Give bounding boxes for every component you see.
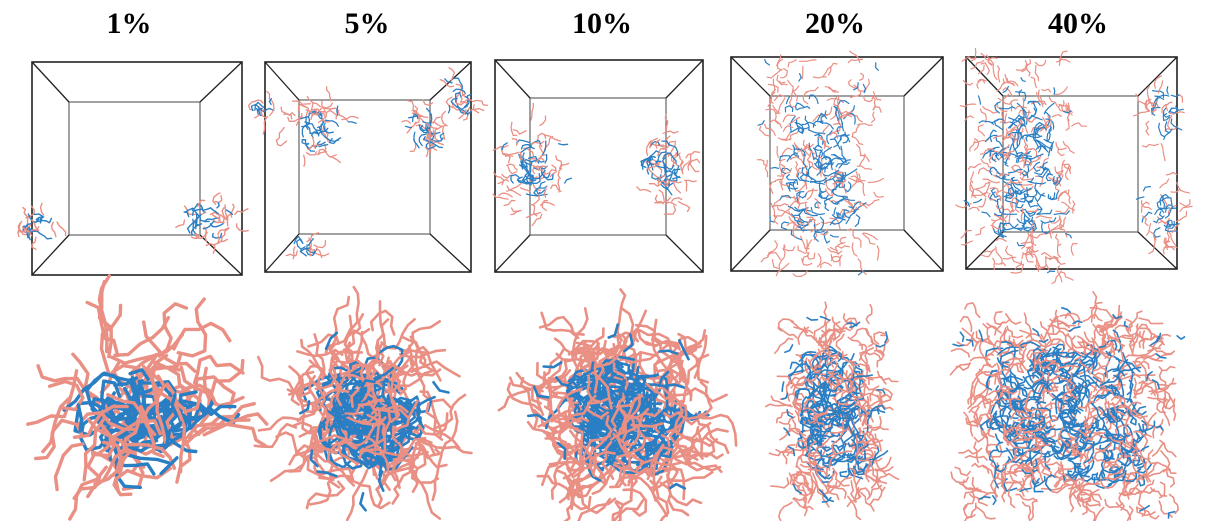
simulation-box-5 (965, 56, 1178, 270)
simulation-box-4 (730, 56, 944, 272)
aggregate-40pct-edge-bottom (1135, 171, 1193, 255)
panel-label-1-percent: 1% (106, 7, 152, 40)
panel-label-10-percent: 10% (572, 7, 632, 40)
aggregate-10pct-right (636, 113, 701, 216)
aggregate-5pct-left-edge (247, 90, 275, 135)
aggregate-5pct-edge (439, 67, 489, 121)
simulation-box-2 (264, 61, 472, 273)
closeup-1pct (26, 274, 269, 521)
panel-label-5-percent: 5% (344, 7, 390, 40)
panel-label-40-percent: 40% (1048, 7, 1108, 40)
micelle-aggregates (17, 48, 1193, 521)
panel-label-20-percent: 20% (805, 7, 865, 40)
simulation-boxes (31, 56, 1178, 276)
aggregate-5pct-top-left (275, 86, 359, 167)
closeup-20pct (765, 301, 900, 521)
simulation-box-3 (494, 59, 704, 273)
closeup-10pct (497, 288, 738, 521)
aggregate-20pct-slab (756, 50, 884, 277)
aggregate-5pct-top-right (401, 99, 448, 158)
closeup-40pct (949, 291, 1186, 521)
aggregate-5pct-bottom (285, 232, 330, 260)
aggregate-40pct-edge-top (1133, 75, 1185, 162)
closeup-5pct (253, 285, 473, 521)
aggregate-10pct-left (492, 102, 572, 227)
aggregate-40pct-slab (955, 48, 1088, 285)
aggregate-1pct-left (17, 202, 67, 250)
aggregate-1pct-right (175, 192, 249, 254)
simulation-box-1 (31, 61, 243, 276)
